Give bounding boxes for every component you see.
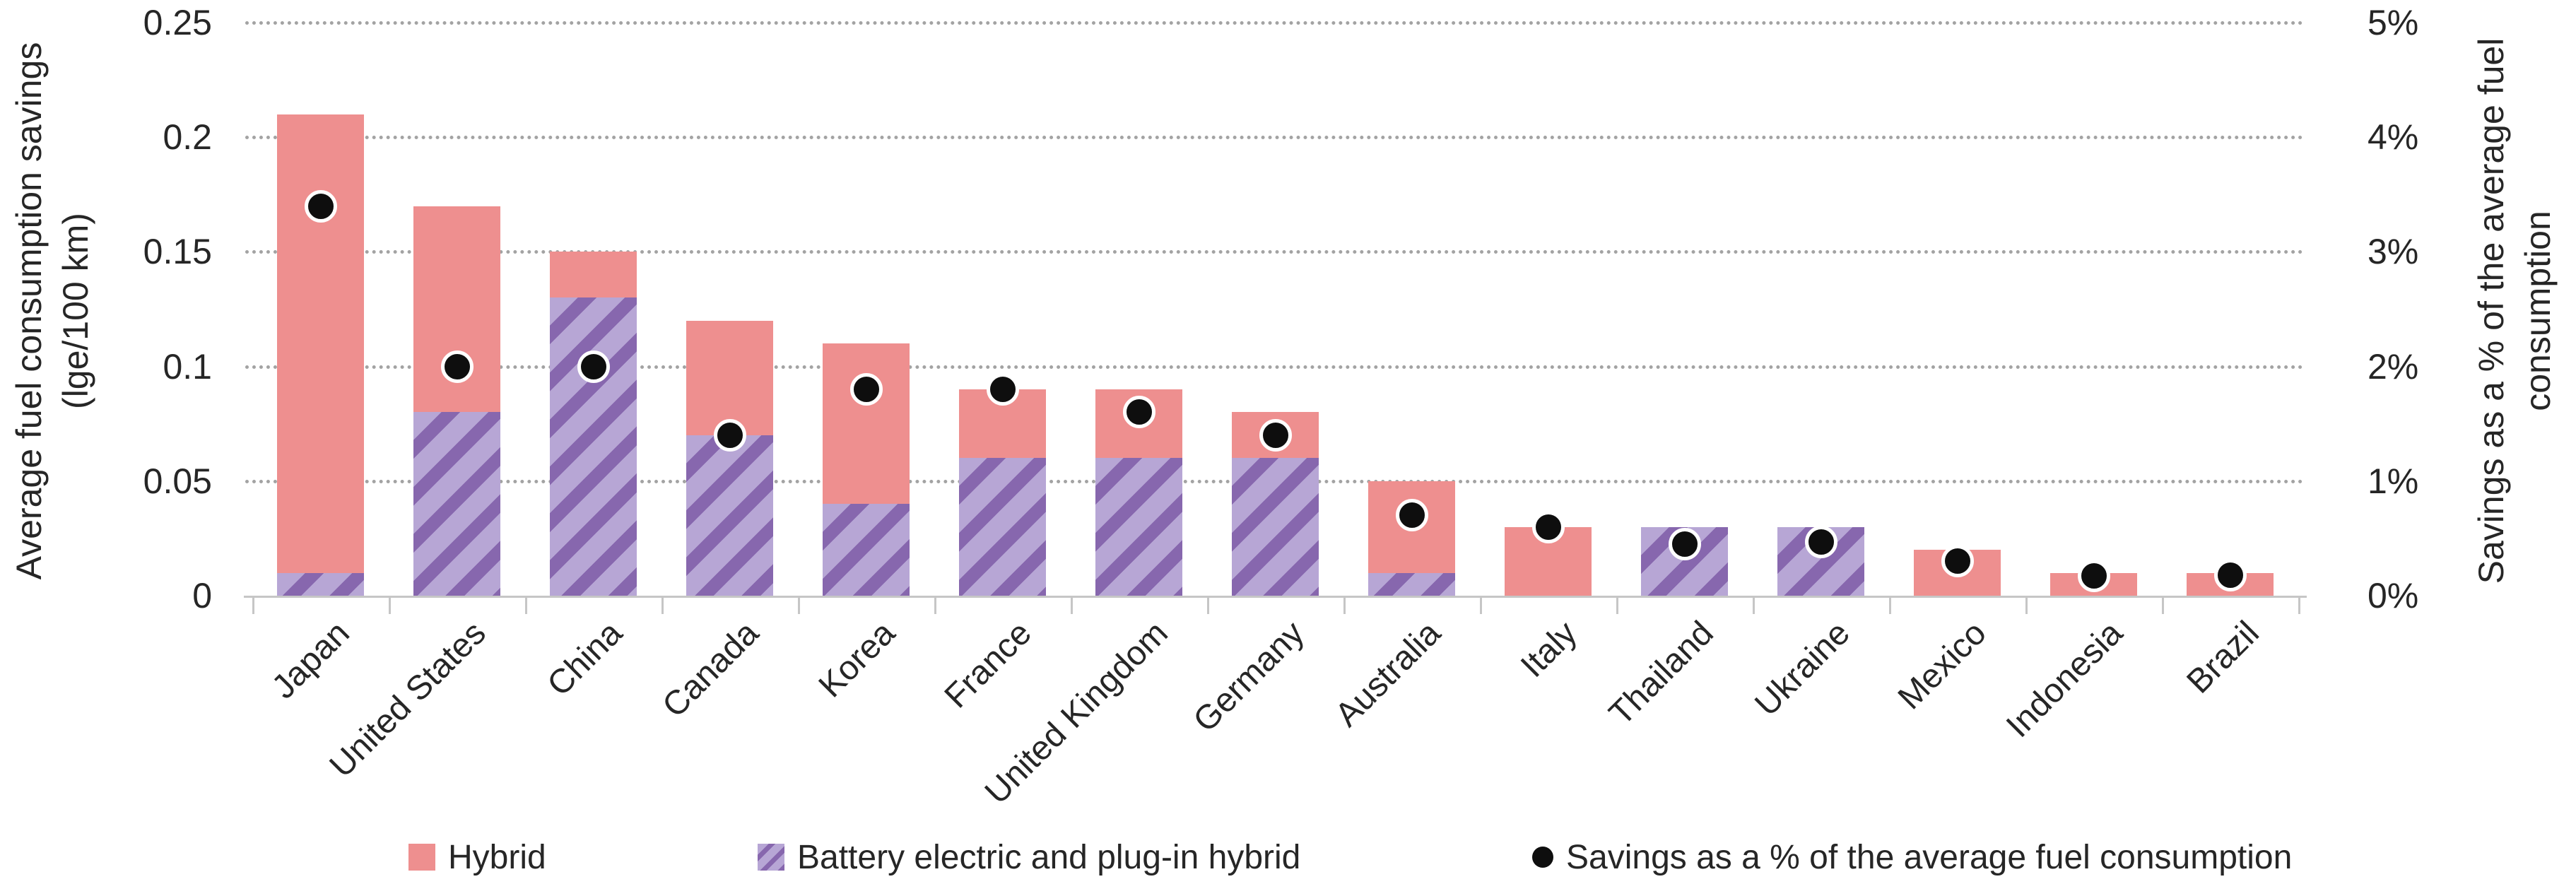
savings-dot-thailand [1668,528,1701,560]
x-axis-tick-9 [1480,596,1482,614]
x-axis-tick-2 [525,596,527,614]
left-tick-label-0.2: 0.2 [163,117,212,158]
savings-dot-china [577,350,610,383]
right-axis-title-line2: consumption [2518,211,2558,411]
left-axis-title-line1: Average fuel consumption savings [9,42,49,580]
savings-dot-united-kingdom [1122,396,1155,429]
savings-dot-germany [1259,418,1292,452]
legend-item-savings-dot: Savings as a % of the average fuel consu… [1532,832,2292,882]
x-axis-tick-14 [2162,596,2164,614]
bar-korea-battery-electric-segment [823,504,910,596]
left-tick-label-0.05: 0.05 [143,461,212,501]
right-tick-label-3%: 3% [2368,232,2419,272]
savings-dot-korea [849,373,883,406]
x-axis-tick-4 [798,596,800,614]
x-axis-tick-15 [2298,596,2300,614]
bev-swatch-icon [758,844,784,871]
x-axis-tick-5 [934,596,936,614]
gridline-0.15 [245,250,2304,254]
x-axis-tick-1 [389,596,391,614]
bar-united-kingdom-battery-electric-segment [1095,458,1182,596]
savings-dot-ukraine [1804,525,1837,558]
gridline-0.1 [245,365,2304,369]
bar-germany-battery-electric-segment [1232,458,1319,596]
x-axis-tick-8 [1343,596,1346,614]
x-axis-tick-13 [2025,596,2028,614]
bar-canada-hybrid-segment [686,320,773,435]
savings-dot-mexico [1941,545,1974,578]
right-tick-label-1%: 1% [2368,461,2419,501]
gridline-0.25 [245,21,2304,25]
left-tick-label-0: 0 [192,576,212,615]
x-axis-tick-7 [1207,596,1209,614]
left-axis-title-line2: (lge/100 km) [56,213,95,409]
right-tick-label-5%: 5% [2368,3,2419,42]
legend-label-bev: Battery electric and plug-in hybrid [797,838,1301,876]
right-tick-label-0%: 0% [2368,576,2419,615]
bar-france-battery-electric-segment [959,458,1046,596]
legend: Hybrid Battery electric and plug-in hybr… [0,832,2576,882]
x-axis-tick-3 [661,596,664,614]
savings-dot-australia [1395,499,1428,532]
right-axis-title-line1: Savings as a % of the average fuel [2471,37,2511,584]
gridline-0.2 [245,136,2304,140]
bar-japan-battery-electric-segment [277,572,364,596]
x-axis-tick-6 [1071,596,1073,614]
hybrid-swatch-icon [408,844,435,871]
legend-label-savings: Savings as a % of the average fuel consu… [1566,838,2293,876]
bar-korea-hybrid-segment [823,343,910,505]
left-tick-label-0.1: 0.1 [163,346,212,387]
bar-united-states-battery-electric-segment [413,412,500,596]
x-axis-tick-11 [1753,596,1755,614]
bar-china-hybrid-segment [550,252,637,298]
bar-japan-hybrid-segment [277,114,364,573]
left-tick-label-0.25: 0.25 [143,3,212,42]
bar-canada-battery-electric-segment [686,435,773,596]
savings-dot-japan [304,189,337,223]
x-axis-tick-0 [252,596,254,614]
legend-item-bev: Battery electric and plug-in hybrid [758,832,1300,882]
x-axis-tick-10 [1616,596,1618,614]
right-tick-label-2%: 2% [2368,346,2419,387]
savings-dot-france [986,373,1019,406]
savings-dot-icon [1532,847,1553,868]
savings-dot-italy [1531,510,1565,543]
x-axis-tick-12 [1889,596,1891,614]
legend-label-hybrid: Hybrid [448,838,546,876]
right-tick-label-4%: 4% [2368,117,2419,158]
x-axis-line [244,596,2307,598]
left-tick-label-0.15: 0.15 [143,232,212,272]
bar-china-battery-electric-segment [550,297,637,596]
savings-dot-united-states [440,350,474,383]
savings-dot-canada [713,418,746,452]
bar-australia-battery-electric-segment [1368,572,1455,596]
legend-item-hybrid: Hybrid [408,832,546,882]
savings-dot-indonesia [2077,560,2110,593]
savings-dot-brazil [2213,558,2247,591]
